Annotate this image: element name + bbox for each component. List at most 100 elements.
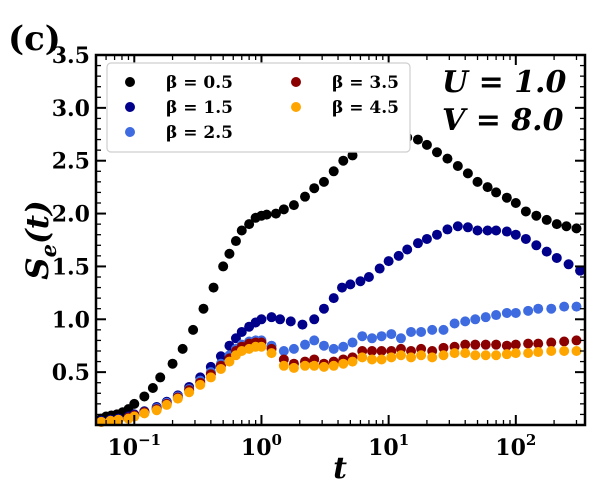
data-point — [546, 337, 557, 348]
data-point — [460, 339, 471, 350]
data-point — [338, 155, 349, 166]
data-point — [195, 379, 206, 390]
data-point — [533, 338, 544, 349]
data-point — [546, 346, 557, 356]
data-point — [215, 363, 226, 374]
data-point — [266, 312, 277, 323]
data-point — [510, 229, 521, 240]
data-point — [236, 225, 247, 236]
data-point — [482, 182, 493, 193]
data-point — [318, 340, 329, 351]
data-point — [406, 352, 417, 363]
data-point — [559, 336, 570, 347]
data-point — [531, 210, 542, 221]
data-point — [431, 147, 442, 158]
x-tick-label: 101 — [368, 431, 409, 461]
data-point — [198, 303, 209, 314]
legend-marker — [125, 127, 135, 137]
data-point — [224, 248, 235, 259]
data-point — [462, 168, 473, 179]
data-point — [523, 348, 534, 359]
data-point — [278, 360, 289, 371]
data-point — [559, 346, 570, 356]
data-point — [575, 265, 586, 276]
data-point — [501, 307, 512, 318]
y-tick-label: 1.5 — [52, 254, 90, 280]
data-point — [376, 331, 387, 342]
data-point — [367, 354, 377, 365]
data-point — [412, 238, 423, 249]
data-point — [427, 324, 438, 335]
data-point — [395, 350, 406, 361]
data-point — [533, 347, 544, 358]
legend-label: β = 3.5 — [332, 73, 399, 93]
data-point — [288, 362, 299, 373]
data-point — [236, 326, 247, 337]
data-point — [393, 250, 404, 261]
data-point — [285, 316, 296, 327]
data-point — [244, 219, 255, 230]
data-point — [551, 219, 562, 230]
data-point — [338, 358, 349, 369]
data-point — [208, 282, 219, 293]
data-point — [184, 387, 195, 398]
data-point — [205, 372, 216, 383]
y-tick-label: 2.5 — [52, 149, 90, 175]
data-point — [357, 352, 368, 363]
data-point — [309, 314, 320, 325]
data-point — [559, 301, 570, 312]
data-point — [438, 350, 449, 361]
data-point — [501, 340, 512, 351]
data-point — [571, 335, 582, 346]
data-point — [363, 272, 374, 282]
data-point — [161, 399, 172, 410]
data-point — [501, 349, 512, 360]
data-point — [256, 314, 267, 325]
data-point — [300, 191, 311, 202]
data-point — [491, 310, 502, 321]
data-point — [309, 335, 320, 346]
data-point — [442, 224, 453, 235]
data-point — [551, 252, 562, 263]
data-point — [355, 276, 366, 287]
data-point — [155, 372, 166, 383]
panel-label: (c) — [8, 19, 61, 59]
data-point — [510, 339, 521, 350]
data-point — [563, 259, 574, 270]
data-point — [480, 339, 491, 350]
data-point — [470, 314, 481, 325]
data-point — [395, 333, 406, 344]
y-tick-label: 2.0 — [52, 202, 90, 228]
plot-frame — [94, 53, 587, 427]
data-point — [172, 393, 183, 404]
data-point — [266, 348, 277, 359]
data-point — [442, 153, 453, 164]
y-tick-label: 3.0 — [52, 96, 90, 122]
data-point — [501, 192, 512, 203]
data-point — [230, 333, 241, 344]
data-point — [261, 209, 272, 220]
legend-box — [106, 62, 411, 153]
data-point — [318, 176, 329, 187]
data-point — [300, 339, 311, 350]
x-axis-label: t — [333, 451, 347, 486]
data-point — [177, 343, 188, 354]
data-point — [470, 339, 481, 350]
data-point — [367, 346, 377, 356]
data-point — [288, 200, 299, 211]
data-point — [309, 360, 320, 371]
data-point — [460, 348, 471, 359]
data-point — [449, 348, 460, 359]
data-point — [318, 361, 329, 372]
data-point — [386, 329, 397, 340]
data-point — [501, 226, 512, 237]
data-point — [147, 383, 158, 393]
data-point — [561, 221, 572, 232]
data-point — [438, 324, 449, 335]
data-point — [367, 333, 377, 344]
data-point — [129, 398, 140, 409]
x-tick-label: 10−1 — [107, 431, 161, 461]
data-point — [297, 319, 308, 330]
data-points — [96, 128, 586, 427]
data-point — [470, 350, 481, 361]
